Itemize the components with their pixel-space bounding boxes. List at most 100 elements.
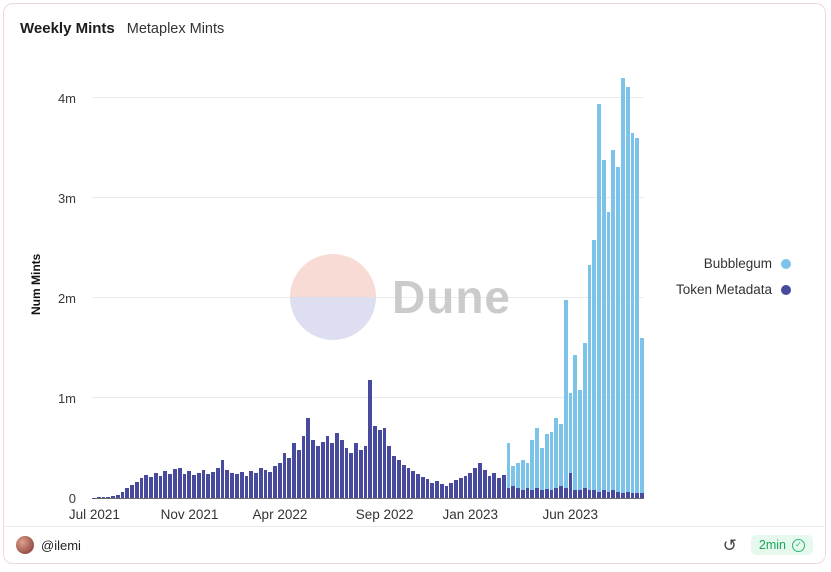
bar-week-11[interactable] xyxy=(144,69,148,498)
bar-week-76[interactable] xyxy=(454,69,458,498)
chart-subtitle[interactable]: Metaplex Mints xyxy=(127,21,225,37)
bar-week-66[interactable] xyxy=(407,69,411,498)
bar-week-62[interactable] xyxy=(387,69,391,498)
bar-week-97[interactable] xyxy=(554,69,558,498)
bar-week-24[interactable] xyxy=(206,69,210,498)
bar-week-79[interactable] xyxy=(468,69,472,498)
bar-week-74[interactable] xyxy=(445,69,449,498)
bar-week-55[interactable] xyxy=(354,69,358,498)
bar-week-16[interactable] xyxy=(168,69,172,498)
bar-week-32[interactable] xyxy=(245,69,249,498)
bar-week-47[interactable] xyxy=(316,69,320,498)
bar-week-49[interactable] xyxy=(326,69,330,498)
bar-week-75[interactable] xyxy=(449,69,453,498)
bar-week-20[interactable] xyxy=(187,69,191,498)
bar-week-38[interactable] xyxy=(273,69,277,498)
bar-week-81[interactable] xyxy=(478,69,482,498)
legend-item-bubblegum[interactable]: Bubblegum xyxy=(704,256,791,271)
bar-week-104[interactable] xyxy=(588,69,592,498)
bar-week-113[interactable] xyxy=(631,69,635,498)
bar-week-115[interactable] xyxy=(640,69,644,498)
bar-week-89[interactable] xyxy=(516,69,520,498)
bar-week-68[interactable] xyxy=(416,69,420,498)
bar-week-67[interactable] xyxy=(411,69,415,498)
bar-week-103[interactable] xyxy=(583,69,587,498)
bar-week-53[interactable] xyxy=(345,69,349,498)
bar-week-84[interactable] xyxy=(492,69,496,498)
bar-week-56[interactable] xyxy=(359,69,363,498)
bar-week-42[interactable] xyxy=(292,69,296,498)
bar-week-86[interactable] xyxy=(502,69,506,498)
bar-week-71[interactable] xyxy=(430,69,434,498)
bar-week-45[interactable] xyxy=(306,69,310,498)
bar-week-14[interactable] xyxy=(159,69,163,498)
bar-week-93[interactable] xyxy=(535,69,539,498)
bar-week-54[interactable] xyxy=(349,69,353,498)
bar-week-0[interactable] xyxy=(92,69,96,498)
bar-week-3[interactable] xyxy=(106,69,110,498)
bar-week-52[interactable] xyxy=(340,69,344,498)
bar-week-57[interactable] xyxy=(364,69,368,498)
author-link[interactable]: @ilemi xyxy=(16,536,81,554)
bar-week-92[interactable] xyxy=(530,69,534,498)
bar-week-82[interactable] xyxy=(483,69,487,498)
bar-week-80[interactable] xyxy=(473,69,477,498)
bar-week-88[interactable] xyxy=(511,69,515,498)
bar-week-5[interactable] xyxy=(116,69,120,498)
bar-week-69[interactable] xyxy=(421,69,425,498)
bar-week-26[interactable] xyxy=(216,69,220,498)
bar-week-60[interactable] xyxy=(378,69,382,498)
bar-week-34[interactable] xyxy=(254,69,258,498)
bar-week-63[interactable] xyxy=(392,69,396,498)
bar-week-114[interactable] xyxy=(635,69,639,498)
bar-week-98[interactable] xyxy=(559,69,563,498)
bar-week-107[interactable] xyxy=(602,69,606,498)
bar-week-46[interactable] xyxy=(311,69,315,498)
bar-week-105[interactable] xyxy=(592,69,596,498)
bar-week-59[interactable] xyxy=(373,69,377,498)
bar-week-13[interactable] xyxy=(154,69,158,498)
bar-week-94[interactable] xyxy=(540,69,544,498)
legend-item-token-metadata[interactable]: Token Metadata xyxy=(676,282,791,297)
bar-week-73[interactable] xyxy=(440,69,444,498)
bar-week-9[interactable] xyxy=(135,69,139,498)
bar-week-30[interactable] xyxy=(235,69,239,498)
bar-week-102[interactable] xyxy=(578,69,582,498)
bar-week-39[interactable] xyxy=(278,69,282,498)
bar-week-37[interactable] xyxy=(268,69,272,498)
bar-week-100[interactable] xyxy=(569,69,573,498)
bar-week-7[interactable] xyxy=(125,69,129,498)
bar-week-28[interactable] xyxy=(225,69,229,498)
bar-week-99[interactable] xyxy=(564,69,568,498)
bar-week-87[interactable] xyxy=(507,69,511,498)
bar-week-108[interactable] xyxy=(607,69,611,498)
bar-week-12[interactable] xyxy=(149,69,153,498)
bar-week-85[interactable] xyxy=(497,69,501,498)
bar-week-15[interactable] xyxy=(163,69,167,498)
bar-week-33[interactable] xyxy=(249,69,253,498)
bar-week-23[interactable] xyxy=(202,69,206,498)
bar-week-83[interactable] xyxy=(488,69,492,498)
bar-week-29[interactable] xyxy=(230,69,234,498)
bar-week-95[interactable] xyxy=(545,69,549,498)
bar-week-18[interactable] xyxy=(178,69,182,498)
bar-week-2[interactable] xyxy=(102,69,106,498)
bar-week-70[interactable] xyxy=(426,69,430,498)
bar-week-51[interactable] xyxy=(335,69,339,498)
bar-week-101[interactable] xyxy=(573,69,577,498)
bar-week-90[interactable] xyxy=(521,69,525,498)
bar-week-41[interactable] xyxy=(287,69,291,498)
bar-week-1[interactable] xyxy=(97,69,101,498)
bar-week-44[interactable] xyxy=(302,69,306,498)
bar-week-43[interactable] xyxy=(297,69,301,498)
bar-week-22[interactable] xyxy=(197,69,201,498)
bar-week-50[interactable] xyxy=(330,69,334,498)
bar-week-8[interactable] xyxy=(130,69,134,498)
bar-week-36[interactable] xyxy=(264,69,268,498)
bar-week-96[interactable] xyxy=(550,69,554,498)
bar-week-6[interactable] xyxy=(121,69,125,498)
bar-week-58[interactable] xyxy=(368,69,372,498)
refresh-icon[interactable]: ↺ xyxy=(723,537,737,554)
bar-week-35[interactable] xyxy=(259,69,263,498)
bar-week-10[interactable] xyxy=(140,69,144,498)
